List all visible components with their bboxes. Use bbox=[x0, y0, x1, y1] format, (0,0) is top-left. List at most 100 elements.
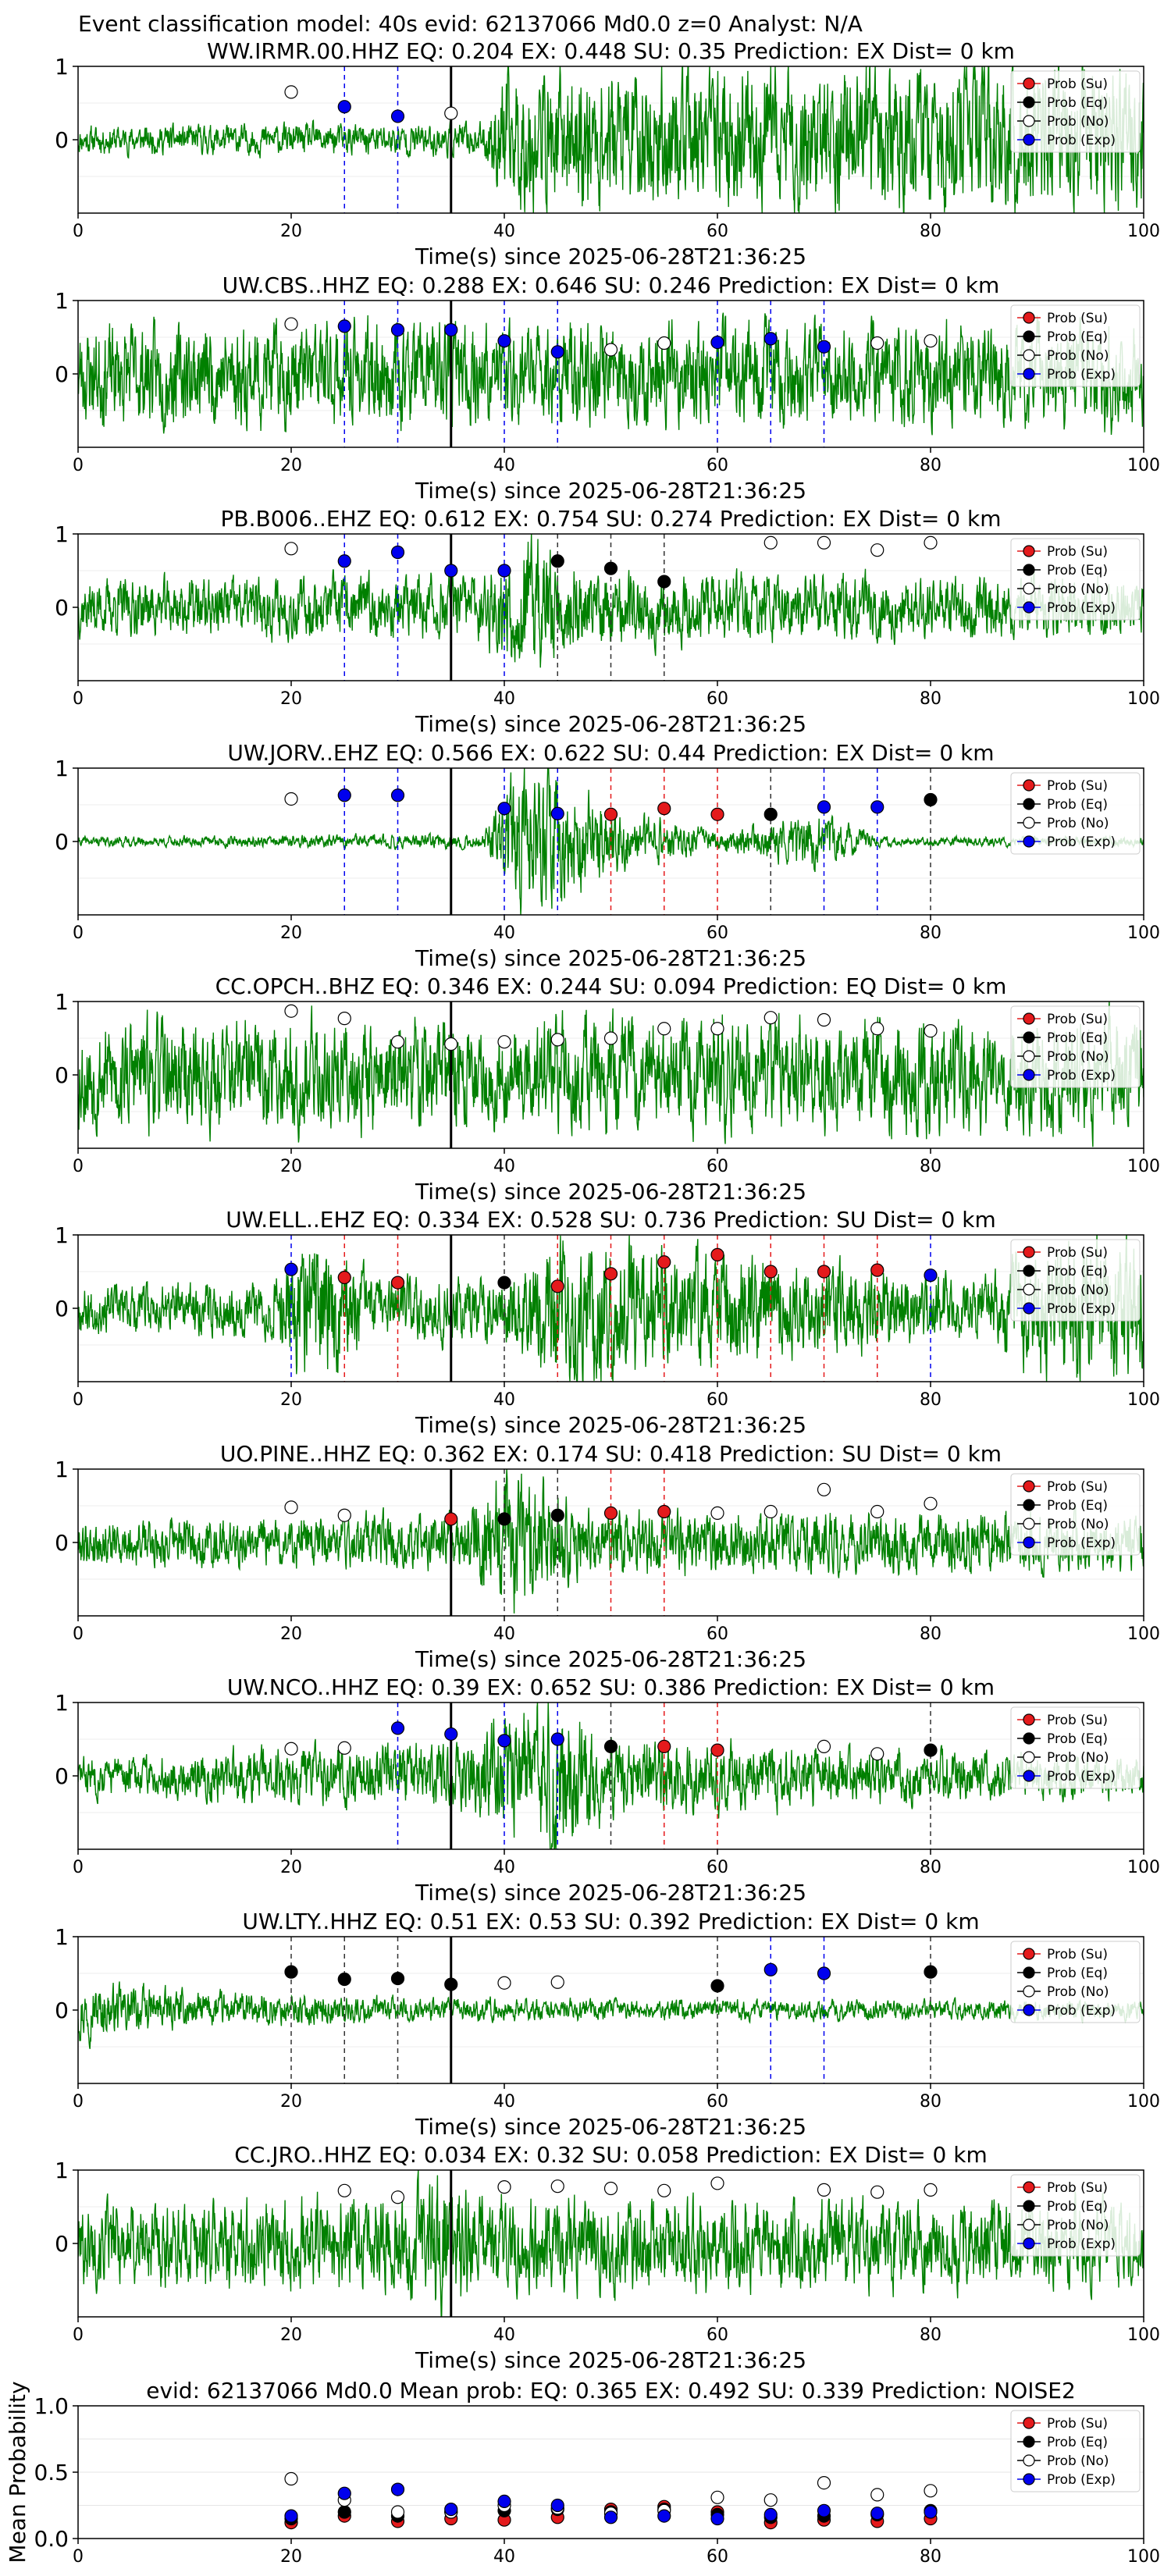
x-tick-label: 20 bbox=[280, 923, 302, 943]
x-tick-label: 0 bbox=[73, 2325, 84, 2345]
prob-point-no bbox=[390, 2190, 405, 2204]
x-tick-label: 0 bbox=[73, 222, 84, 241]
x-tick-label: 0 bbox=[73, 1390, 84, 1410]
prob-point-exp bbox=[550, 1732, 564, 1746]
prob-point-no bbox=[870, 2185, 884, 2199]
prob-point-exp bbox=[497, 334, 511, 348]
legend-label-no: Prob (No) bbox=[1047, 1517, 1109, 1532]
prob-point-su bbox=[603, 1506, 618, 1521]
legend-marker-su bbox=[1023, 545, 1035, 557]
panel-title: WW.IRMR.00.HHZ EQ: 0.204 EX: 0.448 SU: 0… bbox=[207, 38, 1015, 64]
legend-marker-eq bbox=[1023, 2435, 1035, 2448]
panel-title: PB.B006..EHZ EQ: 0.612 EX: 0.754 SU: 0.2… bbox=[220, 506, 1001, 532]
prob-point-eq bbox=[444, 1977, 458, 1991]
legend-label-eq: Prob (Eq) bbox=[1047, 1264, 1108, 1279]
x-tick-label: 20 bbox=[280, 1624, 302, 1644]
prob-point-exp bbox=[550, 806, 564, 820]
legend-marker-eq bbox=[1023, 96, 1035, 109]
prob-point-no bbox=[924, 1496, 938, 1510]
plot-area bbox=[78, 768, 1144, 915]
waveform-trace bbox=[78, 1981, 1144, 2049]
prob-point-no bbox=[763, 1011, 778, 1025]
legend-label-eq: Prob (Eq) bbox=[1047, 1030, 1108, 1046]
legend-marker-eq bbox=[1023, 330, 1035, 343]
legend-marker-no bbox=[1023, 582, 1035, 595]
waveform-trace bbox=[78, 312, 1144, 436]
y-tick-label: 0 bbox=[55, 1998, 69, 2023]
legend-box bbox=[1010, 1473, 1141, 1556]
x-tick-label: 60 bbox=[707, 923, 728, 943]
prob-point-exp bbox=[444, 564, 458, 578]
legend-marker-exp bbox=[1023, 133, 1035, 146]
plot-area bbox=[78, 2170, 1144, 2317]
legend-label-eq: Prob (Eq) bbox=[1047, 2435, 1108, 2450]
x-axis-label: Time(s) since 2025-06-28T21:36:25 bbox=[415, 1179, 806, 1204]
x-tick-label: 100 bbox=[1127, 1858, 1160, 1877]
mean-prob-point-no bbox=[763, 2493, 778, 2507]
figure-title: Event classification model: 40s evid: 62… bbox=[78, 11, 863, 37]
prob-point-su bbox=[710, 807, 724, 821]
mean-prob-point-exp bbox=[763, 2507, 778, 2521]
mean-prob-point-no bbox=[390, 2505, 405, 2519]
legend: Prob (Su) Prob (Eq) Prob (No) Prob (Exp) bbox=[1010, 70, 1141, 153]
prob-point-no bbox=[603, 2181, 618, 2196]
panel-title: evid: 62137066 Md0.0 Mean prob: EQ: 0.36… bbox=[146, 2378, 1076, 2403]
prob-point-su bbox=[603, 807, 618, 821]
legend-box bbox=[1010, 1239, 1141, 1322]
prob-point-no bbox=[763, 1504, 778, 1519]
legend-label-su: Prob (Su) bbox=[1047, 2180, 1108, 2196]
x-tick-label: 100 bbox=[1127, 689, 1160, 709]
prob-point-exp bbox=[390, 1721, 405, 1735]
legend: Prob (Su) Prob (Eq) Prob (No) Prob (Exp) bbox=[1010, 1706, 1141, 1789]
legend: Prob (Su) Prob (Eq) Prob (No) Prob (Exp) bbox=[1010, 304, 1141, 387]
prob-point-exp bbox=[763, 332, 778, 346]
prob-point-no bbox=[817, 1739, 831, 1753]
prob-point-eq bbox=[763, 807, 778, 821]
legend-marker-eq bbox=[1023, 564, 1035, 576]
mean-prob-point-exp bbox=[710, 2511, 724, 2526]
prob-point-su bbox=[710, 1743, 724, 1757]
prob-point-no bbox=[817, 535, 831, 550]
legend: Prob (Su) Prob (Eq) Prob (No) Prob (Exp) bbox=[1010, 2174, 1141, 2257]
mean-prob-point-no bbox=[924, 2484, 938, 2498]
station-panel-4: UW.JORV..EHZ EQ: 0.566 EX: 0.622 SU: 0.4… bbox=[55, 740, 1160, 971]
x-tick-label: 80 bbox=[920, 1157, 941, 1176]
legend-label-su: Prob (Su) bbox=[1047, 544, 1108, 560]
y-tick-label: 0 bbox=[55, 2231, 69, 2257]
station-panel-6: UW.ELL..EHZ EQ: 0.334 EX: 0.528 SU: 0.73… bbox=[55, 1207, 1160, 1438]
y-tick-label: 1 bbox=[55, 756, 69, 781]
mean-prob-point-exp bbox=[550, 2498, 564, 2513]
x-tick-label: 40 bbox=[493, 2092, 515, 2112]
y-tick-label: 0 bbox=[55, 1763, 69, 1789]
x-axis-label: Time(s) since 2025-06-28T21:36:25 bbox=[415, 1880, 806, 1905]
y-tick-label: 0 bbox=[55, 595, 69, 621]
legend-label-eq: Prob (Eq) bbox=[1047, 563, 1108, 578]
plot-area bbox=[78, 1235, 1144, 1382]
legend-box bbox=[1010, 2174, 1141, 2257]
legend-label-su: Prob (Su) bbox=[1047, 1947, 1108, 1962]
panels-group: WW.IRMR.00.HHZ EQ: 0.204 EX: 0.448 SU: 0… bbox=[5, 38, 1160, 2567]
prob-point-su bbox=[657, 802, 671, 816]
prob-point-no bbox=[284, 792, 298, 806]
x-tick-label: 0 bbox=[73, 2092, 84, 2112]
y-tick-label: 1 bbox=[55, 1924, 69, 1950]
prob-point-no bbox=[817, 1482, 831, 1496]
mean-prob-point-exp bbox=[924, 2505, 938, 2519]
x-tick-label: 20 bbox=[280, 456, 302, 475]
legend-marker-su bbox=[1023, 2417, 1035, 2429]
legend-marker-exp bbox=[1023, 1536, 1035, 1549]
prob-point-no bbox=[337, 1508, 351, 1522]
prob-point-su bbox=[444, 1512, 458, 1526]
x-tick-label: 100 bbox=[1127, 2325, 1160, 2345]
prob-point-no bbox=[657, 2183, 671, 2197]
legend-label-exp: Prob (Exp) bbox=[1047, 1535, 1116, 1551]
legend-marker-su bbox=[1023, 2181, 1035, 2194]
x-tick-label: 0 bbox=[73, 456, 84, 475]
prob-point-exp bbox=[817, 1966, 831, 1980]
legend-marker-no bbox=[1023, 817, 1035, 829]
legend-label-eq: Prob (Eq) bbox=[1047, 1966, 1108, 1981]
plot-area bbox=[78, 1469, 1144, 1616]
y-tick-label: 0 bbox=[55, 127, 69, 153]
prob-point-no bbox=[870, 336, 884, 350]
mean-prob-point-eq bbox=[337, 2505, 351, 2519]
